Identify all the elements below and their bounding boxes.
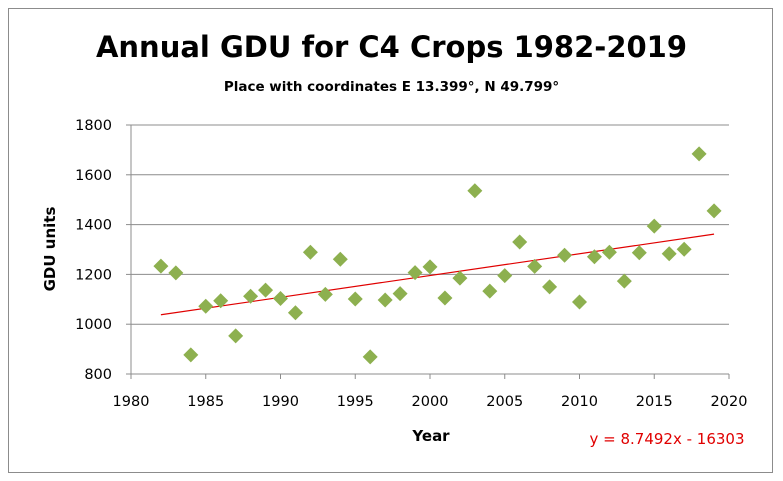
data-point-2008 <box>542 279 558 295</box>
data-point-2004 <box>482 283 498 299</box>
data-point-2009 <box>557 247 573 263</box>
x-tick-label: 1990 <box>262 394 299 410</box>
y-tick-label: 1000 <box>75 317 112 333</box>
data-point-2017 <box>676 241 692 257</box>
x-tick-label: 2000 <box>412 394 449 410</box>
data-point-2010 <box>572 294 587 310</box>
data-point-1996 <box>362 349 378 365</box>
y-tick-label: 1400 <box>75 218 112 234</box>
data-point-1982 <box>153 258 169 274</box>
chart-subtitle: Place with coordinates E 13.399°, N 49.7… <box>223 79 560 95</box>
data-point-1987 <box>228 328 244 344</box>
x-axis-label: Year <box>411 427 450 445</box>
trendline-group <box>160 233 715 316</box>
data-point-2012 <box>601 244 617 260</box>
x-tick-label: 1995 <box>337 394 374 410</box>
chart-title: Annual GDU for C4 Crops 1982-2019 <box>95 30 688 64</box>
x-tick-label: 2010 <box>561 394 598 410</box>
x-tick-label: 2005 <box>486 394 523 410</box>
chart-frame <box>8 8 773 473</box>
y-tick-label: 1600 <box>75 168 112 184</box>
data-point-1998 <box>392 286 408 302</box>
data-point-1993 <box>317 286 333 302</box>
data-point-1985 <box>198 298 214 314</box>
data-points <box>153 146 722 365</box>
y-tick-label: 1800 <box>75 118 112 134</box>
x-tick-label: 1985 <box>187 394 224 410</box>
trendline-equation: y = 8.7492x - 16303 <box>589 430 744 448</box>
trendline <box>160 233 715 316</box>
data-point-2003 <box>467 183 483 199</box>
data-point-2014 <box>631 245 647 261</box>
data-point-2013 <box>616 273 632 289</box>
data-point-1991 <box>287 305 303 321</box>
data-point-1983 <box>168 265 184 281</box>
x-tick-label: 2020 <box>711 394 748 410</box>
data-point-2005 <box>497 268 513 284</box>
y-tick-label: 1200 <box>75 267 112 283</box>
data-point-2015 <box>646 218 662 234</box>
data-point-1988 <box>243 288 259 304</box>
data-point-1984 <box>183 347 199 363</box>
data-point-1999 <box>407 265 423 281</box>
data-point-1995 <box>347 291 363 307</box>
data-point-2002 <box>452 270 468 286</box>
data-point-2001 <box>437 290 453 306</box>
y-tick-label: 800 <box>84 367 112 383</box>
data-point-2000 <box>422 259 438 275</box>
data-point-2007 <box>527 258 543 274</box>
x-tick-label: 1980 <box>113 394 150 410</box>
data-point-1994 <box>332 251 348 267</box>
x-axis-ticks: 1980 1985 1990 1995 2000 2005 2010 2015 2020 <box>113 374 748 410</box>
data-point-1986 <box>213 293 229 309</box>
data-point-2018 <box>691 146 707 162</box>
data-point-1992 <box>302 244 318 260</box>
data-point-2016 <box>661 246 677 262</box>
data-point-1990 <box>273 291 288 307</box>
data-point-2011 <box>586 249 602 265</box>
y-axis-label: GDU units <box>41 207 59 292</box>
y-axis-ticks: 800 1000 1200 1400 1600 1800 <box>75 118 131 383</box>
data-point-1997 <box>377 292 393 308</box>
data-point-2019 <box>706 203 722 219</box>
data-point-2006 <box>512 234 528 250</box>
data-point-1989 <box>258 282 274 298</box>
x-tick-label: 2015 <box>636 394 673 410</box>
